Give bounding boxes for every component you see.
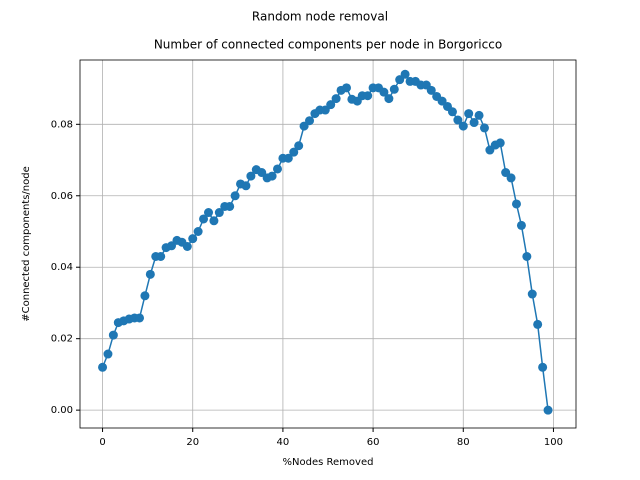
x-tick-label: 20 [186, 437, 199, 448]
data-point [469, 118, 479, 128]
data-point [379, 87, 389, 97]
y-axis-label: #Connected components/node [21, 166, 32, 322]
data-point [140, 291, 150, 301]
y-tick-label: 0.02 [51, 334, 73, 345]
data-point [516, 220, 526, 230]
x-tick-label: 60 [367, 437, 380, 448]
y-tick-label: 0.06 [51, 191, 73, 202]
data-point [543, 405, 553, 415]
data-point [108, 330, 118, 340]
x-tick-label: 100 [544, 437, 563, 448]
data-point [527, 289, 537, 299]
data-point [506, 173, 516, 183]
data-point [522, 252, 532, 262]
data-point [209, 216, 219, 226]
data-point [135, 313, 145, 323]
data-point [204, 208, 214, 218]
data-point [182, 242, 192, 252]
x-axis-label: %Nodes Removed [283, 457, 374, 468]
data-point [538, 362, 548, 372]
data-point [511, 199, 521, 209]
data-point [400, 69, 410, 79]
x-tick-label: 0 [99, 437, 105, 448]
data-point [533, 319, 543, 329]
data-point [283, 153, 293, 163]
data-point [272, 164, 282, 174]
data-point [199, 214, 209, 224]
data-point [426, 85, 436, 95]
data-point [156, 252, 166, 262]
data-point [193, 226, 203, 236]
suptitle: Random node removal [252, 10, 388, 24]
x-tick-label: 80 [457, 437, 470, 448]
data-point [479, 123, 489, 133]
y-tick-label: 0.08 [51, 119, 73, 130]
data-point [458, 121, 468, 131]
plot-frame [79, 59, 577, 429]
data-point [230, 191, 240, 201]
data-point [331, 94, 341, 104]
data-point [363, 91, 373, 101]
x-tick-label: 40 [277, 437, 290, 448]
y-tick-label: 0.00 [51, 405, 73, 416]
data-point [453, 115, 463, 125]
data-point [464, 109, 474, 119]
data-point [145, 269, 155, 279]
y-tick-label: 0.04 [51, 262, 73, 273]
data-point [326, 100, 336, 110]
data-point [214, 208, 224, 218]
data-point [474, 110, 484, 120]
data-point [341, 83, 351, 93]
data-point [305, 116, 315, 126]
data-point [289, 147, 299, 157]
data-point [225, 201, 235, 211]
data-point [294, 141, 304, 151]
data-point [267, 171, 277, 181]
data-point [188, 234, 198, 244]
data-point [495, 138, 505, 148]
data-point [103, 349, 113, 359]
data-point [246, 171, 256, 181]
data-point [98, 362, 108, 372]
data-point [389, 84, 399, 94]
data-point [241, 181, 251, 191]
data-point [447, 107, 457, 117]
data-point [384, 94, 394, 104]
chart-title: Number of connected components per node … [154, 38, 502, 52]
